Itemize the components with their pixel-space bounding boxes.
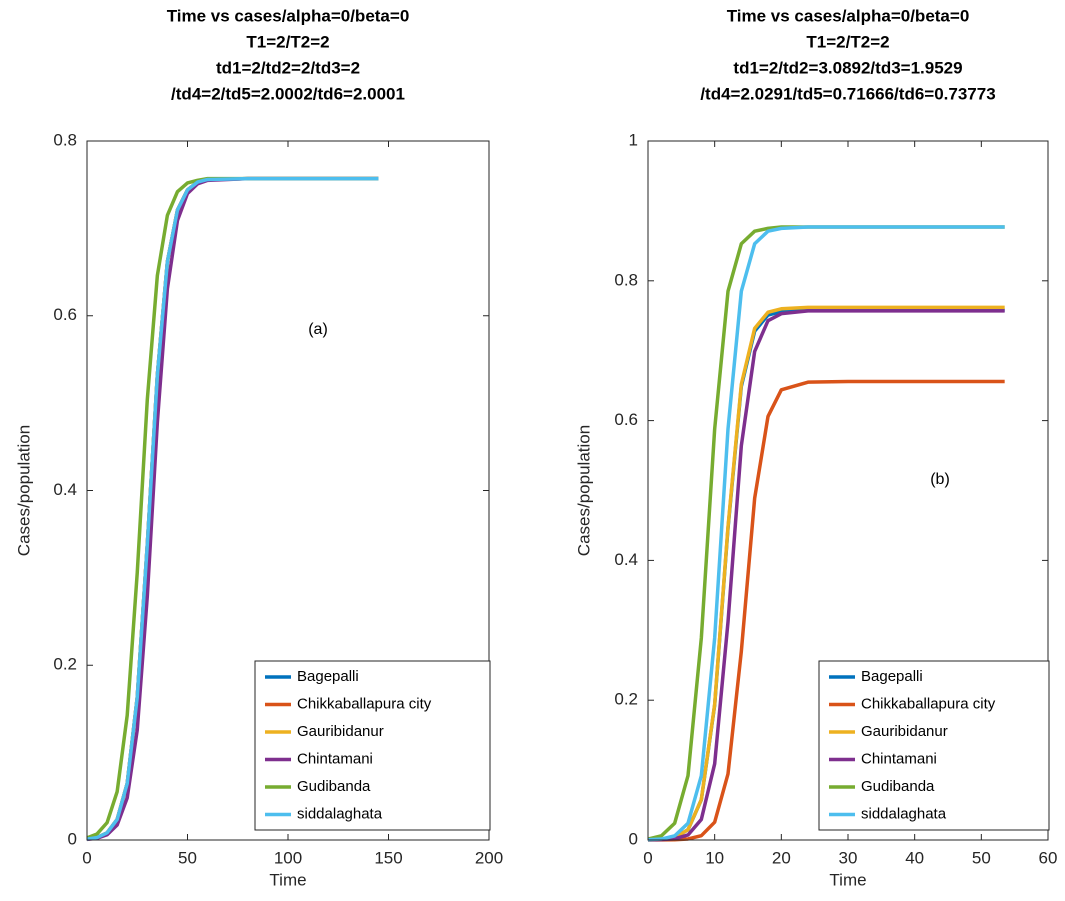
annotation: (a) bbox=[308, 321, 328, 338]
chart-title: td1=2/td2=2/td3=2 bbox=[216, 58, 360, 77]
y-axis-label: Cases/population bbox=[14, 425, 33, 556]
axes-box bbox=[86, 140, 490, 841]
y-tick-label: 0.6 bbox=[614, 410, 638, 429]
legend-label: Gudibanda bbox=[861, 778, 935, 795]
data-line bbox=[647, 379, 1005, 842]
legend-label: Gauribidanur bbox=[297, 723, 384, 740]
data-line bbox=[647, 225, 1005, 842]
legend-label: Chikkaballapura city bbox=[297, 695, 432, 712]
chart-title: /td4=2.0291/td5=0.71666/td6=0.73773 bbox=[700, 84, 995, 103]
x-tick-label: 200 bbox=[475, 848, 503, 867]
x-tick-label: 10 bbox=[705, 848, 724, 867]
x-tick-label: 20 bbox=[772, 848, 791, 867]
chart-title: T1=2/T2=2 bbox=[806, 32, 889, 51]
legend-label: Chikkaballapura city bbox=[861, 695, 996, 712]
x-tick-label: 40 bbox=[905, 848, 924, 867]
legend-label: siddalaghata bbox=[861, 805, 947, 822]
annotation: (b) bbox=[930, 471, 950, 488]
data-line bbox=[86, 176, 379, 841]
chart-title: /td4=2/td5=2.0002/td6=2.0001 bbox=[171, 84, 405, 103]
y-tick-label: 0.8 bbox=[614, 270, 638, 289]
chart-title: T1=2/T2=2 bbox=[246, 32, 329, 51]
x-tick-label: 100 bbox=[274, 848, 302, 867]
legend-label: Gauribidanur bbox=[861, 723, 948, 740]
y-tick-label: 0 bbox=[68, 829, 77, 848]
y-tick-label: 0.4 bbox=[53, 480, 77, 499]
legend-label: Gudibanda bbox=[297, 778, 371, 795]
x-tick-label: 0 bbox=[643, 848, 652, 867]
y-tick-label: 0.8 bbox=[53, 130, 77, 149]
chart-title: Time vs cases/alpha=0/beta=0 bbox=[167, 6, 410, 25]
legend-label: Bagepalli bbox=[861, 668, 923, 685]
x-tick-label: 150 bbox=[374, 848, 402, 867]
legend-label: Chintamani bbox=[297, 750, 373, 767]
subplot: Time vs cases/alpha=0/beta=0 T1=2/T2=2 td1… bbox=[14, 6, 503, 889]
x-tick-label: 30 bbox=[839, 848, 858, 867]
x-tick-label: 50 bbox=[972, 848, 991, 867]
subplot: Time vs cases/alpha=0/beta=0 T1=2/T2=2 td1… bbox=[574, 6, 1057, 889]
x-tick-label: 0 bbox=[82, 848, 91, 867]
x-axis-label: Time bbox=[269, 870, 306, 889]
chart-title: td1=2/td2=3.0892/td3=1.9529 bbox=[733, 58, 962, 77]
legend-label: Chintamani bbox=[861, 750, 937, 767]
y-tick-label: 0.2 bbox=[614, 690, 638, 709]
legend: Bagepalli Chikkaballapura city Gauribidanu… bbox=[254, 660, 491, 831]
data-line bbox=[647, 309, 1005, 842]
y-tick-label: 0.2 bbox=[53, 655, 77, 674]
data-line bbox=[647, 305, 1005, 842]
chart-title: Time vs cases/alpha=0/beta=0 bbox=[727, 6, 970, 25]
x-tick-label: 60 bbox=[1039, 848, 1058, 867]
legend-label: siddalaghata bbox=[297, 805, 383, 822]
axes-box bbox=[647, 140, 1049, 841]
y-tick-label: 0.6 bbox=[53, 305, 77, 324]
y-tick-label: 0.4 bbox=[614, 550, 638, 569]
y-tick-label: 0 bbox=[629, 829, 638, 848]
y-tick-label: 1 bbox=[629, 130, 638, 149]
x-tick-label: 50 bbox=[178, 848, 197, 867]
legend: Bagepalli Chikkaballapura city Gauribidanu… bbox=[818, 660, 1050, 831]
legend-box bbox=[254, 660, 491, 831]
y-axis-label: Cases/population bbox=[574, 425, 593, 556]
legend-box bbox=[818, 660, 1050, 831]
x-axis-label: Time bbox=[829, 870, 866, 889]
legend-label: Bagepalli bbox=[297, 668, 359, 685]
